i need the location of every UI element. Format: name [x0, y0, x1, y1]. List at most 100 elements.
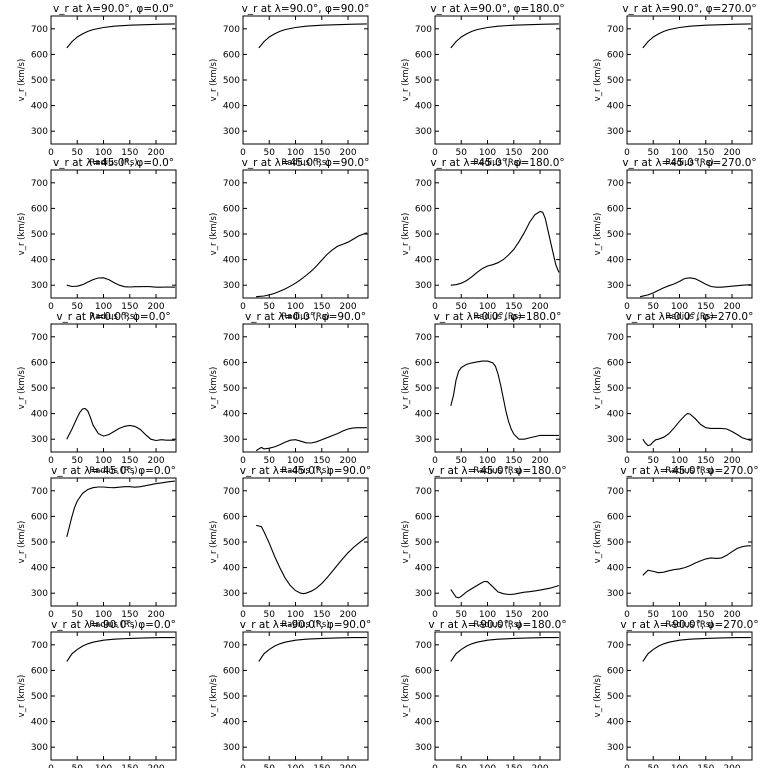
y-tick-label: 700 [223, 25, 240, 35]
x-tick-label: 150 [505, 764, 522, 768]
plot-frame [434, 15, 561, 145]
velocity-curve [66, 480, 175, 538]
panel-6: v_r at λ=45.0°, φ=90.0° 0 50 100 150 200 300 40… [209, 157, 369, 322]
x-tick-label: 200 [339, 764, 356, 768]
x-tick-label: 150 [121, 610, 138, 620]
plot-frame [434, 323, 561, 453]
y-tick-label: 500 [607, 76, 624, 86]
y-axis-label: v_r (km/s) [17, 675, 27, 718]
x-tick-label: 50 [72, 610, 84, 620]
x-tick-label: 100 [287, 610, 304, 620]
x-tick-label: 150 [313, 610, 330, 620]
panel-9: v_r at λ=0.0°, φ=0.0° 0 50 100 150 200 300 400 5… [17, 311, 177, 476]
x-tick-label: 150 [313, 148, 330, 158]
y-tick-label: 700 [607, 333, 624, 343]
y-tick-label: 600 [415, 666, 432, 676]
plot-frame [242, 15, 369, 145]
plot-frame [50, 169, 177, 299]
x-tick-label: 0 [48, 764, 54, 768]
y-tick-label: 400 [415, 410, 432, 420]
y-tick-label: 700 [415, 487, 432, 497]
y-tick-label: 300 [31, 743, 48, 753]
panel-title: v_r at λ=45.0°, φ=90.0° [242, 157, 370, 169]
x-tick-label: 50 [456, 456, 468, 466]
y-tick-label: 700 [415, 179, 432, 189]
y-tick-label: 600 [607, 666, 624, 676]
y-tick-label: 500 [607, 692, 624, 702]
y-axis-label: v_r (km/s) [209, 521, 219, 564]
y-tick-label: 600 [31, 512, 48, 522]
x-tick-label: 0 [432, 764, 438, 768]
x-tick-label: 0 [48, 610, 54, 620]
panel-title: v_r at λ=90.0°, φ=90.0° [242, 3, 370, 15]
panel-title: v_r at λ=0.0°, φ=180.0° [434, 311, 562, 323]
y-tick-label: 300 [223, 589, 240, 599]
y-tick-label: 400 [607, 256, 624, 266]
y-tick-label: 400 [31, 410, 48, 420]
x-tick-label: 200 [339, 610, 356, 620]
panel-18: v_r at λ=-90.0°, φ=90.0° 0 50 100 150 200 300 4… [209, 619, 371, 768]
y-tick-label: 400 [223, 410, 240, 420]
velocity-curve [642, 413, 752, 447]
velocity-curve [450, 637, 559, 662]
x-tick-label: 200 [531, 148, 548, 158]
x-tick-label: 0 [240, 148, 246, 158]
y-tick-label: 400 [223, 564, 240, 574]
x-tick-label: 200 [339, 148, 356, 158]
x-tick-label: 200 [531, 302, 548, 312]
y-tick-label: 500 [223, 538, 240, 548]
plot-frame [626, 169, 753, 299]
velocity-curve [66, 23, 175, 49]
y-tick-label: 700 [223, 641, 240, 651]
y-tick-label: 400 [31, 564, 48, 574]
x-axis-label: Radius (Rs) [89, 466, 137, 476]
y-tick-label: 600 [223, 50, 240, 60]
y-tick-label: 300 [607, 435, 624, 445]
x-axis-label: Radius (Rs) [665, 620, 713, 630]
y-axis-label: v_r (km/s) [401, 675, 411, 718]
x-tick-label: 150 [313, 456, 330, 466]
x-tick-label: 100 [95, 302, 112, 312]
x-tick-label: 100 [95, 764, 112, 768]
y-tick-label: 600 [415, 50, 432, 60]
plot-frame [626, 477, 753, 607]
x-tick-label: 0 [624, 764, 630, 768]
y-tick-label: 400 [607, 564, 624, 574]
y-tick-label: 600 [31, 204, 48, 214]
x-tick-label: 200 [723, 148, 740, 158]
y-tick-label: 400 [607, 102, 624, 112]
x-tick-label: 100 [287, 148, 304, 158]
y-tick-label: 400 [223, 256, 240, 266]
y-tick-label: 500 [415, 76, 432, 86]
plot-frame [242, 169, 369, 299]
panel-title: v_r at λ=-45.0°, φ=0.0° [51, 465, 176, 477]
x-tick-label: 50 [72, 148, 84, 158]
panel-title: v_r at λ=-90.0°, φ=270.0° [620, 619, 758, 631]
y-axis-label: v_r (km/s) [209, 675, 219, 718]
x-tick-label: 50 [456, 148, 468, 158]
y-tick-label: 400 [31, 256, 48, 266]
x-tick-label: 0 [432, 610, 438, 620]
x-tick-label: 100 [671, 302, 688, 312]
x-tick-label: 0 [48, 456, 54, 466]
y-axis-label: v_r (km/s) [209, 367, 219, 410]
x-axis-label: Radius (Rs) [473, 620, 521, 630]
plot-frame [434, 477, 561, 607]
x-axis-label: Radius (Rs) [281, 158, 329, 168]
y-tick-label: 400 [607, 410, 624, 420]
plot-frame [626, 15, 753, 145]
y-tick-label: 300 [223, 281, 240, 291]
y-tick-label: 500 [607, 384, 624, 394]
x-axis-label: Radius (Rs) [473, 158, 521, 168]
x-tick-label: 0 [624, 302, 630, 312]
x-tick-label: 100 [479, 610, 496, 620]
x-tick-label: 200 [531, 764, 548, 768]
velocity-curve [258, 637, 367, 662]
panel-19: v_r at λ=-90.0°, φ=180.0° 0 50 100 150 200 300… [401, 619, 567, 768]
y-axis-label: v_r (km/s) [401, 59, 411, 102]
y-tick-label: 500 [223, 384, 240, 394]
x-axis-label: Radius (Rs) [89, 620, 137, 630]
velocity-curve [66, 407, 175, 442]
y-tick-label: 500 [607, 538, 624, 548]
velocity-curve [450, 580, 560, 599]
